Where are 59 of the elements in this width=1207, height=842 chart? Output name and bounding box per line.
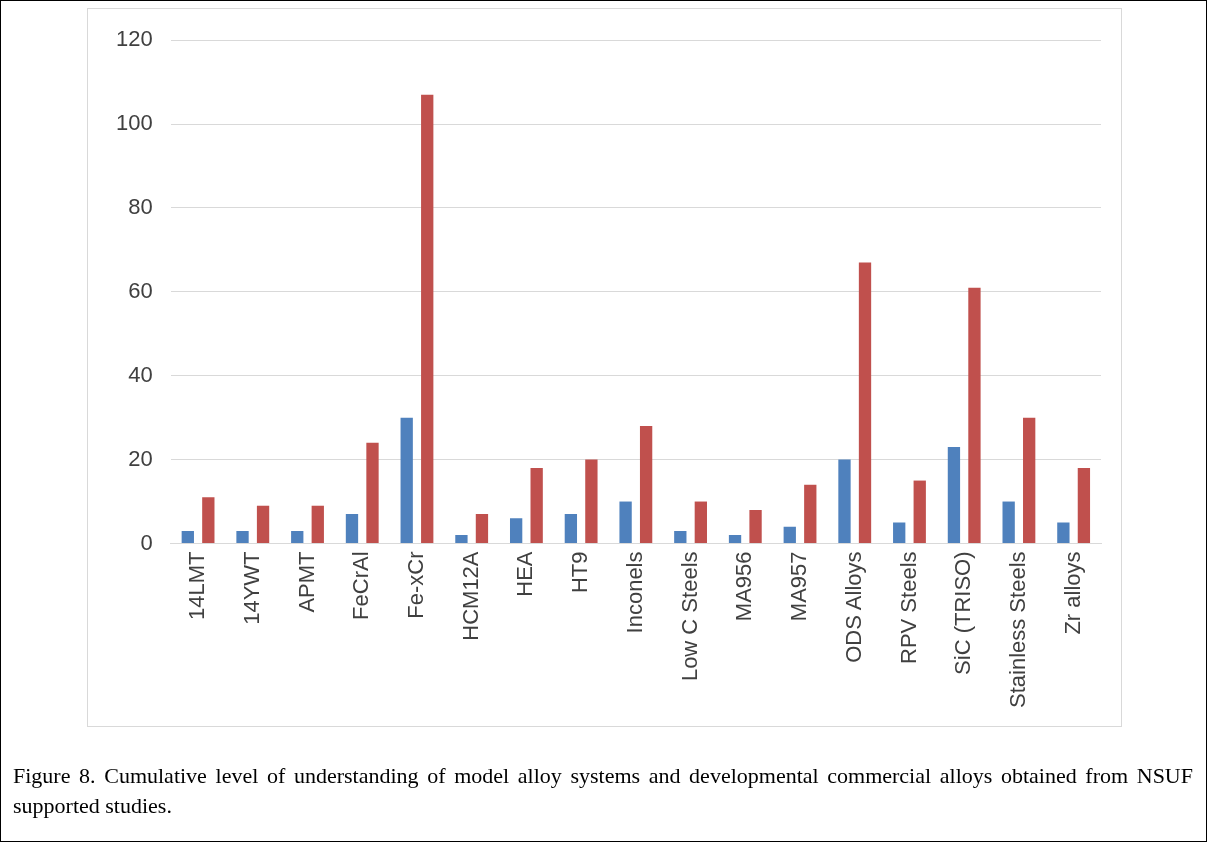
y-tick-label: 80 [128,194,153,220]
bar [674,530,687,543]
bar [530,467,543,543]
bar [947,447,961,543]
x-tick-label: Inconels [621,551,647,634]
bar [968,287,981,543]
bar [694,501,707,543]
bar [202,497,215,543]
x-tick-label: ODS Alloys [840,551,866,663]
bar [345,514,359,543]
x-tick-label: RPV Steels [895,551,921,664]
bar [509,518,523,543]
x-tick-label: HCM12A [457,551,483,641]
bar [1057,522,1070,543]
bar [421,94,434,543]
bar [256,505,270,543]
y-tick-label: 100 [115,110,153,136]
y-tick-label: 0 [140,529,153,555]
x-tick-label: MA956 [731,551,757,622]
x-tick-label: Stainless Steels [1004,551,1030,709]
x-tick-label: Fe-xCr [403,551,429,619]
bar [366,442,379,543]
x-tick-label: 14YWT [238,551,264,625]
bar [1077,467,1091,543]
bar [838,459,851,543]
bar [1023,417,1036,543]
bar [749,509,762,543]
x-tick-label: FeCrAl [348,551,374,620]
y-tick-label: 40 [128,361,153,387]
caption: Figure 8. Cumulative level of understanding of model alloy systems and developmental commercial alloys obtained from NSUF supported studies. [13,762,1193,820]
bar [858,262,872,543]
x-tick-label: Low C Steels [676,551,702,682]
x-tick-label: HT9 [567,551,593,594]
bar [585,459,598,543]
bar [619,501,632,543]
bar [728,535,742,543]
x-tick-label: SiC (TRISO) [950,551,976,675]
bar [639,426,653,543]
bar [236,530,249,543]
bar [804,484,817,543]
y-tick-label: 120 [115,26,153,52]
bar [291,530,304,543]
y-tick-label: 20 [128,445,153,471]
bar [455,535,468,543]
bar [1002,501,1015,543]
x-tick-label: MA957 [786,551,812,622]
bar [893,522,906,543]
bar [311,505,324,543]
x-tick-label: Zr alloys [1059,551,1085,635]
bar [783,526,796,543]
bar [564,514,578,543]
x-tick-label: APMT [293,551,319,613]
bar [400,417,413,543]
bar [181,530,194,543]
x-tick-label: 14LMT [184,551,210,620]
bar [913,480,926,543]
bar [475,514,489,543]
x-tick-label: HEA [512,551,538,597]
y-tick-label: 60 [128,277,153,303]
